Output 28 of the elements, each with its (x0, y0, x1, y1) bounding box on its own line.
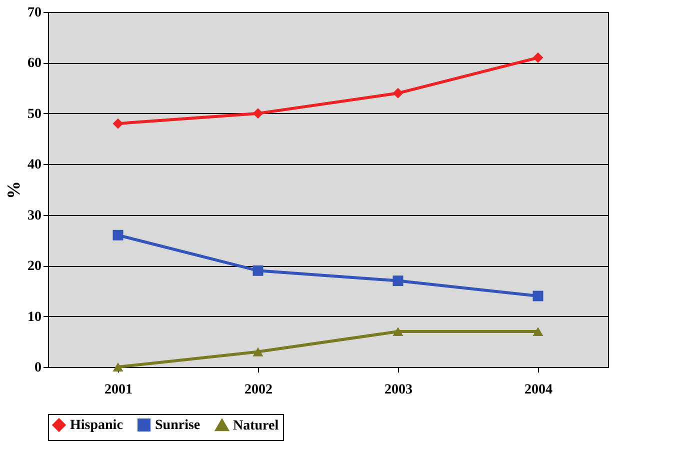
legend-label: Sunrise (155, 418, 200, 433)
point (112, 118, 124, 129)
point (392, 276, 404, 286)
legend-label: Hispanic (70, 418, 123, 433)
point (532, 326, 544, 336)
point (532, 52, 544, 63)
x-tick-label: 2003 (384, 382, 412, 398)
y-axis-title: % (4, 181, 24, 199)
y-tick-label: 30 (28, 208, 42, 224)
y-tick-label: 40 (28, 158, 42, 173)
y-tick-label: 70 (28, 6, 42, 20)
point (252, 108, 264, 119)
point (392, 88, 404, 98)
y-tick-label: 10 (28, 310, 42, 325)
point (532, 290, 544, 302)
y-tick-label: 50 (28, 106, 42, 122)
x-tick-label: 2001 (104, 382, 132, 398)
y-tick-label: 20 (28, 259, 42, 274)
y-tick-label: 60 (28, 56, 42, 72)
y-tick-label: 0 (34, 360, 42, 376)
point (252, 265, 264, 276)
point (112, 362, 124, 372)
point (392, 326, 404, 336)
legend-label: Naturel (233, 418, 279, 434)
x-tick-label: 2004 (524, 382, 552, 398)
point (252, 347, 264, 356)
x-tick-label: 2002 (244, 382, 272, 398)
point (112, 230, 124, 240)
